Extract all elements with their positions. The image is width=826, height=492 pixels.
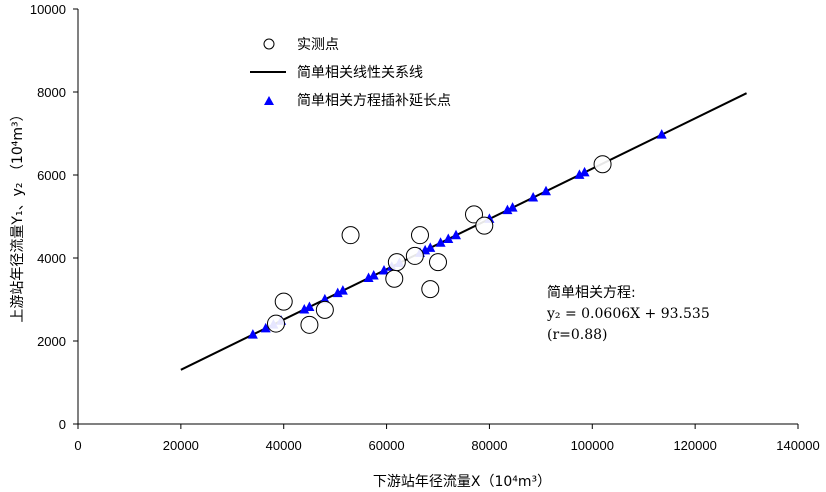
- observed-point: [411, 226, 429, 245]
- interpolated-point: [656, 129, 667, 139]
- y-tick-label: 10000: [30, 2, 66, 17]
- observed-point: [593, 155, 612, 174]
- interpolated-point: [299, 303, 310, 314]
- observed-point: [267, 314, 285, 333]
- equation-title: 简单相关方程:: [547, 284, 636, 301]
- y-tick-label: 2000: [37, 334, 66, 349]
- x-tick-label: 0: [74, 438, 81, 453]
- observed-point: [387, 253, 406, 272]
- interpolated-point: [528, 192, 539, 202]
- interpolated-point: [379, 264, 389, 275]
- observed-point: [475, 216, 494, 235]
- interpolated-point: [574, 169, 585, 179]
- interpolated-point: [332, 287, 343, 298]
- correlation-coefficient: (r=0.88): [547, 327, 608, 343]
- interpolated-point: [247, 329, 258, 339]
- observed-point: [421, 280, 440, 299]
- legend-label-interpolated: 简单相关方程插补延长点: [297, 92, 451, 109]
- y-tick-label: 0: [59, 417, 66, 432]
- observed-points-layer: [267, 155, 612, 334]
- legend-label-regression-line: 简单相关线性关系线: [297, 64, 423, 81]
- y-axis-ticks: 0 2000 4000 6000 8000 10000: [30, 2, 78, 432]
- interpolated-point: [541, 185, 551, 196]
- x-tick-label: 140000: [776, 438, 819, 453]
- x-tick-label: 80000: [471, 438, 507, 453]
- observed-point: [465, 205, 483, 224]
- interpolated-point: [304, 301, 315, 311]
- x-axis-label: 下游站年径流量X（10⁴m³）: [373, 474, 551, 490]
- y-tick-label: 4000: [37, 251, 66, 266]
- interpolated-point: [319, 293, 330, 304]
- legend-label-observed: 实测点: [297, 37, 339, 53]
- equation-annotation: 简单相关方程: y₂ = 0.0606X + 93.535 (r=0.88): [546, 284, 710, 343]
- legend: 实测点 简单相关线性关系线 简单相关方程插补延长点: [250, 37, 451, 109]
- y-axis-label: 上游站年径流量Y₁、y₂ （10⁴m³）: [10, 107, 26, 322]
- interpolated-point: [337, 285, 348, 295]
- x-tick-label: 120000: [673, 438, 716, 453]
- x-tick-label: 60000: [368, 438, 404, 453]
- axes: [77, 9, 798, 425]
- y-tick-label: 6000: [37, 168, 66, 183]
- interpolated-point: [507, 202, 518, 212]
- interpolated-point: [502, 204, 513, 215]
- interpolated-point: [363, 272, 374, 283]
- observed-point: [385, 269, 404, 288]
- observed-point: [341, 226, 360, 245]
- observed-point: [300, 315, 319, 334]
- interpolated-point: [368, 270, 379, 280]
- x-tick-label: 100000: [571, 438, 614, 453]
- interpolated-point: [260, 322, 271, 333]
- observed-point: [315, 300, 334, 319]
- interpolated-point: [443, 233, 454, 244]
- x-axis-ticks: 0 20000 40000 60000 80000 100000 120000 140000: [74, 424, 820, 453]
- observed-point: [274, 292, 293, 311]
- observed-point: [429, 253, 447, 272]
- interpolated-point: [579, 166, 590, 177]
- interpolated-point: [435, 237, 446, 247]
- equation-text: y₂ = 0.0606X + 93.535: [546, 306, 710, 322]
- interpolated-point: [451, 229, 461, 240]
- y-tick-label: 8000: [37, 85, 66, 100]
- legend-marker-observed: [263, 38, 275, 50]
- legend-marker-interpolated: [264, 96, 274, 105]
- interpolated-point: [425, 242, 436, 252]
- x-tick-label: 20000: [163, 438, 199, 453]
- observed-point: [405, 246, 424, 265]
- x-tick-label: 40000: [266, 438, 302, 453]
